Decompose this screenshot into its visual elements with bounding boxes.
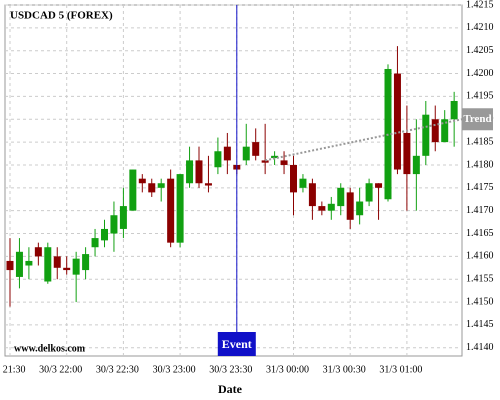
candle-body — [242, 146, 250, 161]
candle-body — [129, 169, 137, 211]
y-tick-label: 1.4155 — [466, 274, 494, 285]
candle-body — [15, 251, 23, 277]
candle-body — [204, 183, 212, 186]
candle-body — [271, 155, 279, 159]
candle-body — [337, 187, 345, 207]
y-tick-label: 1.4160 — [466, 251, 494, 262]
y-tick-label: 1.4145 — [466, 319, 494, 330]
y-tick-label: 1.4140 — [466, 342, 494, 353]
candle-body — [375, 183, 383, 188]
candle-body — [25, 260, 33, 266]
candle-body — [431, 119, 439, 143]
trend-label-box — [462, 108, 493, 131]
candle-body — [53, 256, 61, 268]
candle-body — [6, 260, 14, 271]
candle-body — [110, 215, 118, 234]
x-tick-label: 31/3 01:00 — [379, 364, 422, 375]
x-axis-label: Date — [218, 382, 243, 396]
trend-label: Trend — [463, 113, 491, 125]
candle-body — [82, 254, 90, 271]
candle-body — [72, 258, 80, 275]
candle-body — [157, 183, 165, 188]
candle-body — [403, 132, 411, 175]
candle-body — [299, 178, 307, 188]
y-tick-label: 1.4180 — [466, 159, 494, 170]
candle-body — [223, 146, 231, 161]
candle-body — [252, 142, 260, 156]
event-label: Event — [222, 337, 252, 351]
y-tick-label: 1.4195 — [466, 91, 494, 102]
candle-body — [186, 160, 194, 184]
candle-body — [346, 192, 354, 220]
candle-body — [290, 164, 297, 193]
x-tick-label: 30/3 23:00 — [153, 364, 196, 375]
candle-body — [119, 206, 127, 229]
candle-body — [441, 119, 449, 143]
x-tick-label: 30/3 23:30 — [209, 364, 252, 375]
watermark: www.delkos.com — [14, 343, 86, 354]
candle-body — [167, 178, 175, 243]
plot-area — [4, 4, 463, 357]
candle-body — [261, 160, 269, 163]
candle-body — [365, 183, 373, 202]
y-tick-label: 1.4205 — [466, 45, 494, 56]
y-tick-label: 1.4185 — [466, 136, 494, 147]
y-tick-label: 1.4200 — [466, 68, 494, 79]
y-tick-label: 1.4165 — [466, 228, 494, 239]
candle-body — [148, 183, 156, 193]
candle-body — [318, 206, 326, 211]
x-tick-label: 30/3 22:00 — [39, 364, 82, 375]
candle-body — [280, 160, 288, 165]
y-tick-label: 1.4150 — [466, 296, 494, 307]
candle-body — [91, 238, 99, 248]
y-tick-label: 1.4170 — [466, 205, 494, 216]
candle-body — [195, 160, 203, 184]
y-tick-label: 1.4210 — [466, 22, 494, 33]
candle-body — [176, 174, 184, 243]
candle-body — [422, 114, 430, 156]
x-tick-label: 31/3 00:00 — [266, 364, 309, 375]
y-tick-label: 1.4175 — [466, 182, 494, 193]
candle-body — [44, 247, 52, 282]
candle-body — [393, 73, 401, 170]
y-tick-label: 1.4215 — [466, 0, 494, 10]
candle-body — [34, 247, 42, 257]
x-tick-label: 31/3 00:30 — [323, 364, 366, 375]
candle-body — [327, 203, 335, 211]
candle-body — [308, 183, 316, 207]
candle-body — [356, 201, 364, 216]
trend-line — [264, 118, 463, 162]
candle-body — [101, 228, 108, 241]
event-label-box — [217, 332, 256, 356]
marks — [6, 46, 458, 307]
chart-title: USDCAD 5 (FOREX) — [10, 10, 113, 22]
candle-body — [450, 100, 458, 120]
candle-body — [214, 151, 222, 168]
x-tick-label: 30/3 21:30 — [0, 364, 26, 375]
candle-body — [63, 267, 71, 271]
x-tick-label: 30/3 22:30 — [96, 364, 139, 375]
candle-body — [138, 178, 146, 184]
candle-body — [412, 155, 420, 175]
